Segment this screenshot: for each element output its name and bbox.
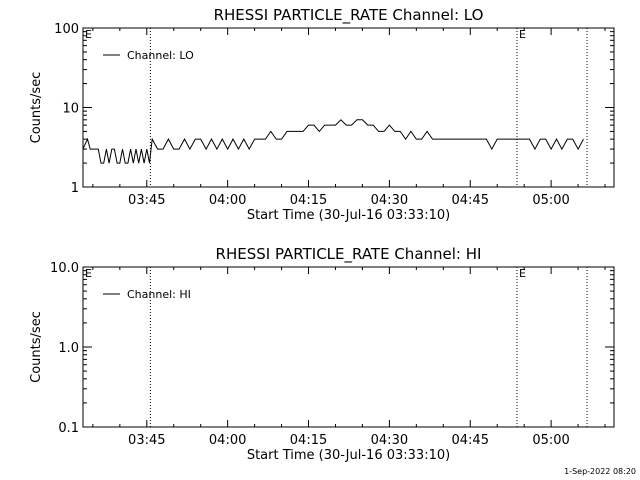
x-tick-label: 04:30 — [371, 433, 408, 448]
x-tick-label: 04:30 — [371, 193, 408, 208]
y-tick-label: 100 — [54, 22, 79, 37]
x-tick-label: 04:00 — [209, 193, 246, 208]
x-tick-label: 04:45 — [452, 193, 489, 208]
x-tick-label: 04:45 — [452, 433, 489, 448]
series-line-channel-lo — [82, 119, 584, 164]
y-axis-label: Counts/sec — [29, 311, 44, 383]
chart-title: RHESSI PARTICLE_RATE Channel: LO — [214, 6, 484, 25]
x-tick-label: 03:45 — [128, 193, 165, 208]
y-tick-label: 10.0 — [50, 261, 79, 276]
x-axis-label: Start Time (30-Jul-16 03:33:10) — [247, 448, 450, 463]
event-marker-label: E — [519, 267, 526, 280]
x-tick-label: 03:45 — [128, 433, 165, 448]
x-tick-label: 04:15 — [290, 193, 327, 208]
y-tick-label: 10 — [62, 102, 79, 117]
footer-timestamp: 1-Sep-2022 08:20 — [564, 467, 636, 476]
y-axis-label: Counts/sec — [29, 72, 44, 144]
x-tick-label: 05:00 — [532, 193, 569, 208]
legend-entry: Channel: LO — [127, 49, 194, 62]
x-tick-label: 04:00 — [209, 433, 246, 448]
y-tick-label: 1 — [71, 181, 79, 196]
chart-title: RHESSI PARTICLE_RATE Channel: HI — [216, 245, 482, 264]
event-marker-label: E — [85, 28, 92, 41]
x-tick-label: 04:15 — [290, 433, 327, 448]
event-marker-label: E — [85, 267, 92, 280]
y-tick-label: 1.0 — [58, 341, 79, 356]
x-tick-label: 05:00 — [532, 433, 569, 448]
x-axis-label: Start Time (30-Jul-16 03:33:10) — [247, 208, 450, 223]
legend-entry: Channel: HI — [127, 288, 191, 301]
event-marker-label: E — [519, 28, 526, 41]
y-tick-label: 0.1 — [58, 421, 79, 436]
